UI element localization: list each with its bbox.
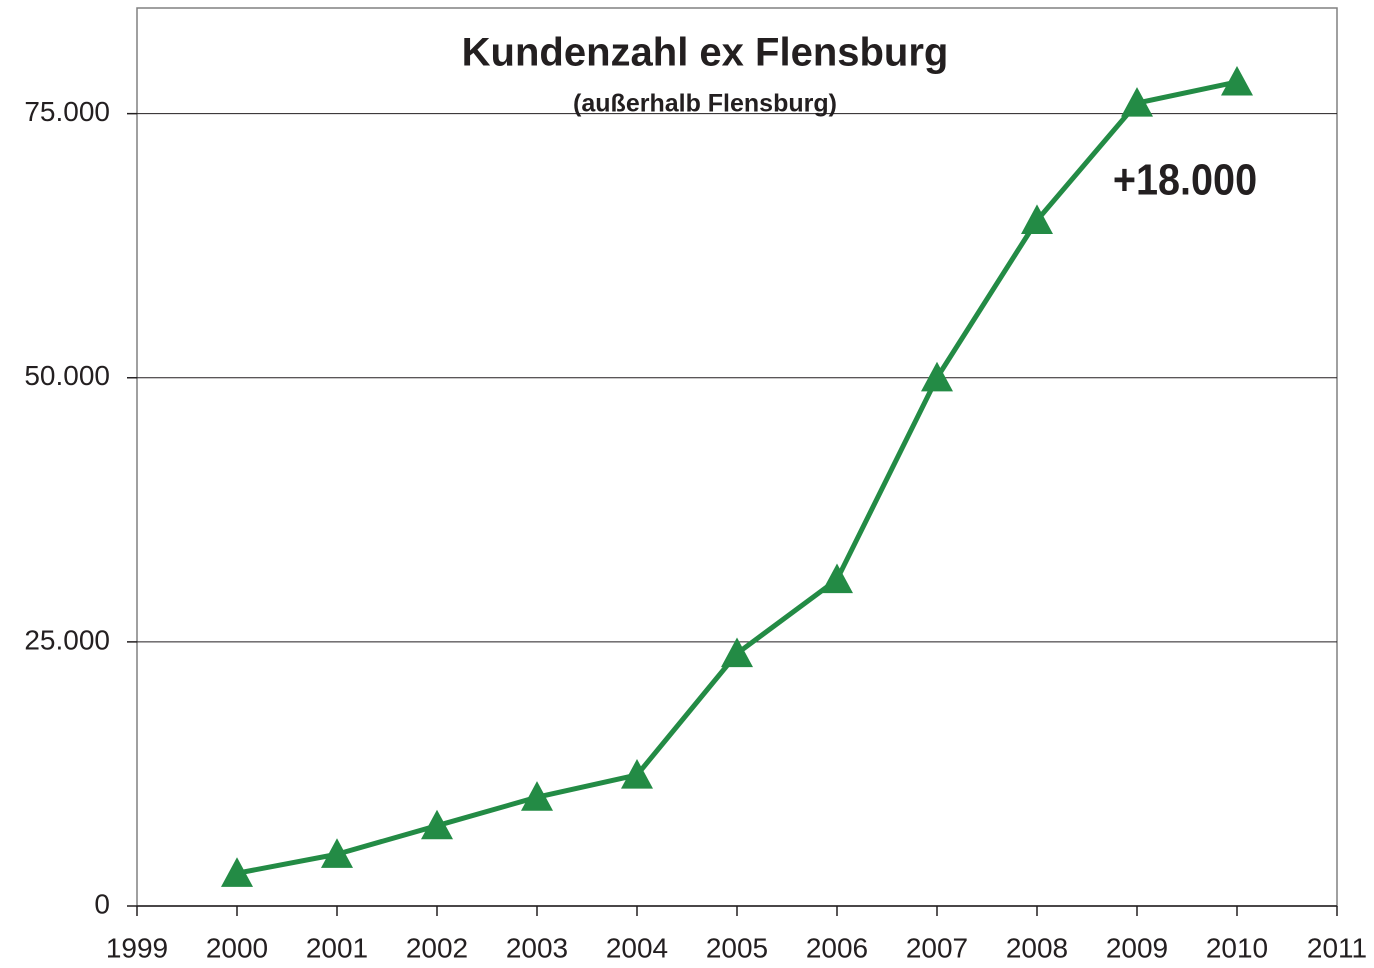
x-tick-label: 2008 [1006,932,1068,963]
marker [721,637,753,668]
marker [521,781,553,811]
y-tick-label: 0 [94,888,110,919]
annotation: +18.000 [1113,155,1257,204]
x-tick-label: 2001 [306,932,368,963]
marker [921,361,953,392]
marker [1121,87,1153,117]
x-tick-label: 2006 [806,932,868,963]
marker [321,838,353,868]
x-tick-label: 2005 [706,932,768,963]
x-tick-label: 1999 [106,932,168,963]
x-tick-label: 2002 [406,932,468,963]
y-tick-label: 50.000 [24,360,110,391]
x-tick-label: 2000 [206,932,268,963]
x-tick-label: 2010 [1206,932,1268,963]
x-tick-label: 2009 [1106,932,1168,963]
x-tick-label: 2011 [1307,932,1367,963]
chart-title: Kundenzahl ex Flensburg [462,31,949,75]
chart-subtitle: (außerhalb Flensburg) [573,90,837,118]
marker [1021,204,1053,234]
marker [621,758,653,789]
marker [1221,65,1253,96]
x-tick-label: 2003 [506,932,568,963]
x-tick-label: 2004 [606,932,668,963]
marker [821,563,853,594]
x-tick-label: 2007 [906,932,968,963]
y-tick-label: 75.000 [24,96,110,127]
marker [221,857,253,887]
marker [421,809,453,840]
y-tick-label: 25.000 [24,624,110,655]
